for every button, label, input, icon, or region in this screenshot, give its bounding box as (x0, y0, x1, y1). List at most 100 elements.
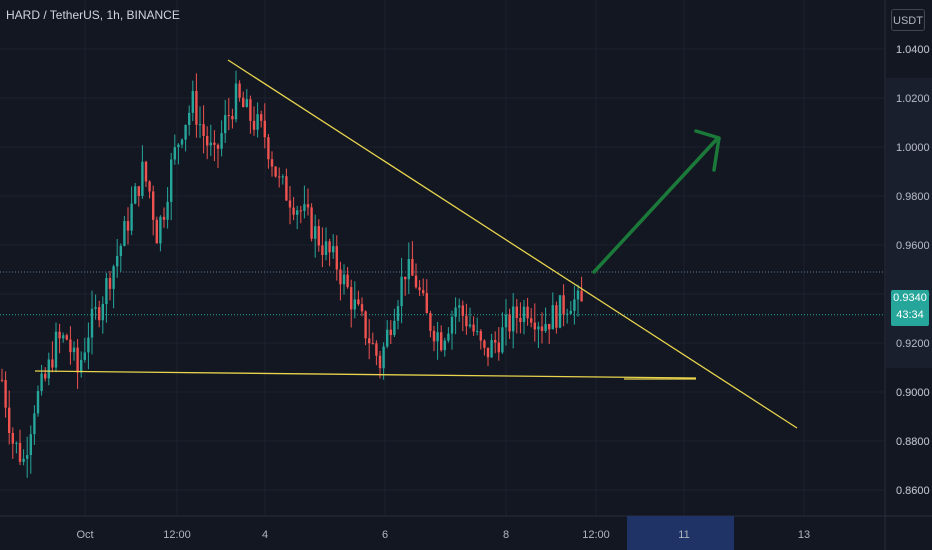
candle-body (94, 307, 97, 309)
candle-body (15, 442, 18, 444)
candle-body (112, 266, 115, 289)
y-tick-label: 1.0000 (896, 142, 930, 154)
candle-body (573, 299, 576, 311)
breakout-arrow-head (694, 129, 721, 172)
candle-body (270, 159, 274, 167)
candle-body (350, 287, 353, 310)
candle-body (321, 245, 324, 256)
candle-body (108, 278, 112, 289)
candle-body (44, 373, 47, 379)
x-tick-label: 8 (503, 529, 509, 541)
candle-body (555, 305, 558, 328)
candle-body (458, 305, 461, 308)
candle-body (40, 373, 43, 392)
candle-body (274, 166, 277, 177)
y-tick-label: 0.8600 (896, 485, 930, 497)
candle-body (360, 304, 364, 312)
candle-body (33, 413, 36, 435)
candle-body (72, 347, 76, 353)
candle-body (130, 203, 133, 231)
x-tick-label: 13 (798, 529, 810, 541)
candle-body (148, 181, 151, 192)
candle-body (58, 331, 61, 339)
candle-body (440, 332, 443, 351)
candle-body (342, 274, 346, 285)
candle-body (238, 83, 241, 98)
candle-body (483, 340, 486, 348)
candle-body (324, 241, 328, 256)
candle-body (141, 161, 144, 197)
candle-body (353, 299, 356, 310)
candle-body (260, 114, 263, 121)
candle-body (69, 339, 72, 353)
candle-body (346, 274, 349, 288)
candle-body (443, 340, 446, 351)
currency-unit-button[interactable]: USDT (891, 9, 925, 31)
y-tick-label: 0.9000 (896, 387, 930, 399)
candle-body (566, 313, 569, 315)
candle-body (119, 245, 122, 257)
candle-body (137, 186, 140, 197)
candle-body (328, 241, 331, 253)
candle-body (425, 293, 428, 314)
candle-body (285, 176, 288, 201)
candle-body (378, 355, 382, 369)
candle-body (29, 434, 32, 456)
candle-body (411, 259, 414, 276)
candle-body (292, 207, 295, 215)
candle-body (526, 306, 529, 319)
candle-body (544, 323, 547, 332)
candle-body (400, 276, 403, 307)
candle-body (389, 329, 392, 336)
candle-body (166, 201, 169, 220)
y-tick-label: 0.9800 (896, 191, 930, 203)
candle-body (18, 442, 22, 462)
x-tick-label: Oct (76, 529, 93, 541)
candle-body (206, 135, 209, 146)
candle-body (375, 343, 378, 356)
candle-body (213, 142, 216, 145)
candle-body (468, 324, 472, 327)
candle-body (569, 310, 572, 314)
candle-body (407, 259, 410, 280)
candle-body (382, 346, 385, 369)
candle-body (548, 323, 551, 330)
candle-body (479, 331, 482, 341)
candle-body (198, 124, 202, 126)
candle-countdown: 43:34 (896, 309, 924, 321)
candle-body (303, 204, 306, 211)
candle-body (152, 191, 155, 220)
candle-body (422, 290, 425, 294)
candle-body (447, 333, 450, 341)
candle-body (263, 120, 266, 138)
candle-body (144, 161, 148, 182)
candle-body (162, 216, 166, 220)
x-tick-label: 6 (382, 529, 388, 541)
candle-body (159, 216, 162, 244)
candle-body (472, 324, 475, 332)
candle-body (476, 331, 479, 333)
candle-body (36, 391, 40, 414)
candle-body (494, 340, 497, 343)
candle-body (51, 359, 54, 368)
candle-body (339, 269, 342, 285)
candle-body (461, 305, 464, 316)
x-tick-label: 11 (678, 529, 689, 541)
candle-body (216, 144, 220, 149)
candle-body (278, 176, 281, 178)
candle-body (533, 322, 536, 330)
x-tick-label: 4 (262, 529, 268, 541)
candle-body (501, 327, 504, 353)
candle-body (558, 295, 562, 328)
candle-body (80, 359, 83, 373)
candle-body (234, 83, 238, 120)
candle-body (83, 352, 86, 360)
candle-body (515, 306, 518, 318)
candle-body (90, 308, 94, 338)
candle-body (173, 147, 176, 160)
candle-body (314, 226, 317, 239)
candle-body (224, 115, 227, 134)
candle-body (227, 115, 230, 117)
